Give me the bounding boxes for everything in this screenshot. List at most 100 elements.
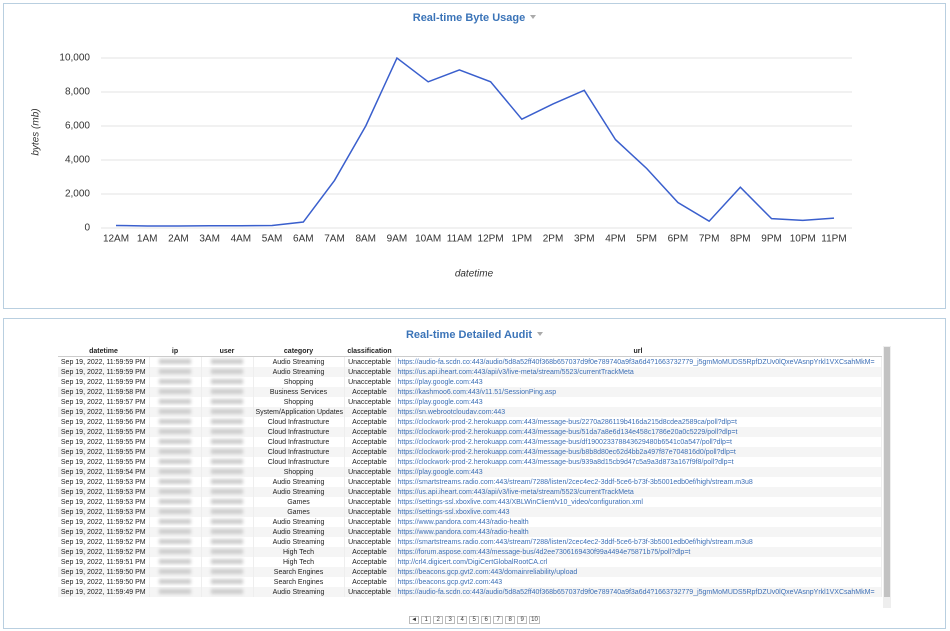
url-cell: https://audio-fa.scdn.co:443/audio/5d8a5…	[395, 356, 882, 367]
cell: Shopping	[253, 377, 345, 387]
scrollbar[interactable]	[883, 346, 891, 608]
cell: Acceptable	[344, 387, 396, 397]
x-tick-label: 2AM	[168, 234, 189, 245]
prev-page[interactable]: ◄	[409, 616, 420, 624]
x-tick-label: 5PM	[636, 234, 657, 245]
cell: Sep 19, 2022, 11:59:52 PM	[58, 517, 150, 527]
redacted-cell	[149, 577, 202, 587]
cell: Audio Streaming	[253, 517, 345, 527]
cell: Acceptable	[344, 577, 396, 587]
cell: Unacceptable	[344, 497, 396, 507]
page-button[interactable]: 3	[445, 616, 456, 624]
url-cell: http://crl4.digicert.com/DigiCertGlobalR…	[395, 557, 882, 567]
cell: Sep 19, 2022, 11:59:59 PM	[58, 367, 150, 377]
url-cell: https://us.api.iheart.com:443/api/v3/liv…	[395, 367, 882, 377]
table-row: Sep 19, 2022, 11:59:59 PM Shopping Unaccep…	[58, 377, 882, 387]
cell: Cloud Infrastructure	[253, 417, 345, 427]
page-button[interactable]: 6	[481, 616, 492, 624]
pagination: ◄ 1 2 3 4 5 6 7 8 9 10	[4, 616, 945, 624]
redacted-cell	[149, 507, 202, 517]
redacted-cell	[201, 477, 254, 487]
url-cell: https://clockwork-prod-2.herokuapp.com:4…	[395, 447, 882, 457]
redacted-cell	[149, 356, 202, 367]
cell: Audio Streaming	[253, 537, 345, 547]
page-button[interactable]: 4	[457, 616, 468, 624]
cell: Acceptable	[344, 557, 396, 567]
cell: Unacceptable	[344, 477, 396, 487]
table-row: Sep 19, 2022, 11:59:53 PM Games Unacceptab…	[58, 497, 882, 507]
cell: Acceptable	[344, 427, 396, 437]
url-cell: https://www.pandora.com:443/radio-health	[395, 517, 882, 527]
table-panel: Real-time Detailed Audit datetime ip user c…	[3, 318, 946, 629]
page-button[interactable]: 2	[433, 616, 444, 624]
column-header: url	[395, 346, 881, 357]
cell: Audio Streaming	[253, 487, 345, 497]
y-tick-label: 8,000	[65, 87, 90, 98]
redacted-cell	[149, 467, 202, 477]
cell: Sep 19, 2022, 11:59:49 PM	[58, 587, 150, 597]
table-row: Sep 19, 2022, 11:59:50 PM Search Engines A…	[58, 577, 882, 587]
page-button[interactable]: 5	[469, 616, 480, 624]
cell: Acceptable	[344, 407, 396, 417]
url-cell: https://settings-ssl.xboxlive.com:443	[395, 507, 882, 517]
cell: Sep 19, 2022, 11:59:55 PM	[58, 447, 150, 457]
redacted	[158, 549, 192, 555]
cell: Sep 19, 2022, 11:59:52 PM	[58, 547, 150, 557]
x-tick-label: 3PM	[574, 234, 595, 245]
redacted	[210, 449, 244, 455]
cell: Sep 19, 2022, 11:59:56 PM	[58, 407, 150, 417]
redacted	[210, 509, 244, 515]
redacted	[210, 589, 244, 595]
x-tick-label: 8AM	[355, 234, 376, 245]
cell: Acceptable	[344, 447, 396, 457]
page-button[interactable]: 1	[421, 616, 432, 624]
redacted-cell	[149, 427, 202, 437]
table-row: Sep 19, 2022, 11:59:50 PM Search Engines A…	[58, 567, 882, 577]
url-cell: https://play.google.com:443	[395, 397, 882, 407]
redacted	[210, 519, 244, 525]
x-tick-label: 7AM	[324, 234, 345, 245]
chart-panel: Real-time Byte Usage bytes (mb) datetime…	[3, 3, 946, 309]
cell: Sep 19, 2022, 11:59:53 PM	[58, 477, 150, 487]
cell: Business Services	[253, 387, 345, 397]
redacted-cell	[149, 457, 202, 467]
table-title[interactable]: Real-time Detailed Audit	[4, 329, 945, 341]
redacted	[210, 489, 244, 495]
cell: Shopping	[253, 397, 345, 407]
redacted	[210, 399, 244, 405]
url-cell: https://clockwork-prod-2.herokuapp.com:4…	[395, 457, 882, 467]
table-row: Sep 19, 2022, 11:59:55 PM Cloud Infrastru…	[58, 437, 882, 447]
page-button[interactable]: 8	[505, 616, 516, 624]
cell: Sep 19, 2022, 11:59:53 PM	[58, 497, 150, 507]
redacted-cell	[201, 437, 254, 447]
page-button[interactable]: 7	[493, 616, 504, 624]
x-tick-label: 12AM	[103, 234, 129, 245]
redacted	[210, 409, 244, 415]
x-tick-label: 1AM	[137, 234, 158, 245]
redacted-cell	[201, 587, 254, 597]
redacted	[158, 459, 192, 465]
x-tick-label: 7PM	[699, 234, 720, 245]
redacted	[210, 499, 244, 505]
redacted-cell	[149, 367, 202, 377]
cell: Unacceptable	[344, 537, 396, 547]
page-button[interactable]: 10	[529, 616, 540, 624]
x-axis-label: datetime	[455, 269, 494, 280]
redacted	[158, 419, 192, 425]
redacted-cell	[201, 447, 254, 457]
page-button[interactable]: 9	[517, 616, 528, 624]
redacted	[158, 479, 192, 485]
redacted-cell	[149, 527, 202, 537]
redacted	[210, 419, 244, 425]
redacted-cell	[201, 356, 254, 367]
url-cell: https://play.google.com:443	[395, 377, 882, 387]
redacted	[158, 469, 192, 475]
cell: Games	[253, 497, 345, 507]
chart-title[interactable]: Real-time Byte Usage	[4, 12, 945, 24]
redacted-cell	[149, 437, 202, 447]
redacted-cell	[149, 487, 202, 497]
x-tick-label: 12PM	[478, 234, 504, 245]
cell: Sep 19, 2022, 11:59:54 PM	[58, 467, 150, 477]
cell: Audio Streaming	[253, 367, 345, 377]
redacted	[158, 369, 192, 375]
